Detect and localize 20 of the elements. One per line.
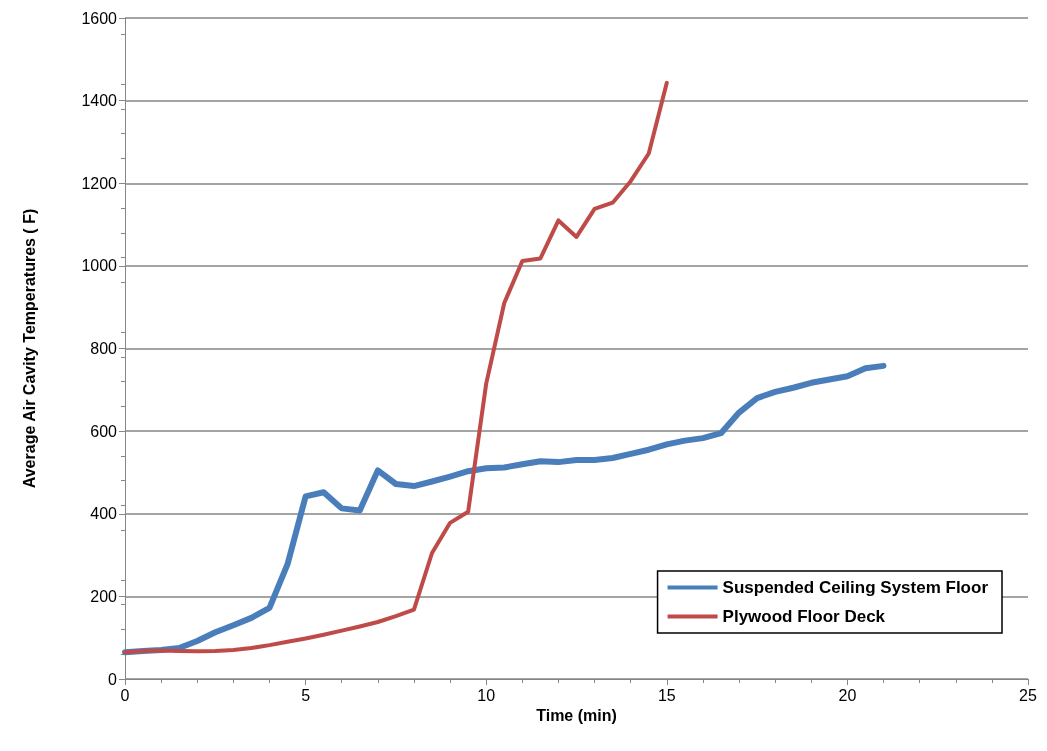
- y-tick-label: 1200: [81, 174, 118, 192]
- y-tick-label: 400: [90, 505, 118, 523]
- y-tick-label: 1600: [81, 9, 118, 27]
- y-tick-label: 1000: [81, 257, 118, 275]
- x-tick-label: 20: [838, 686, 857, 704]
- y-tick-label: 800: [90, 340, 118, 357]
- x-tick-label: 0: [120, 686, 130, 704]
- x-axis-title: Time (min): [536, 707, 617, 725]
- line-series: [123, 80, 669, 655]
- x-tick-label: 15: [657, 686, 676, 704]
- legend-label: Plywood Floor Deck: [722, 607, 886, 626]
- y-axis-title: Average Air Cavity Temperatures ( F): [20, 208, 38, 489]
- y-tick-label: 600: [90, 422, 118, 440]
- y-tick-label: 0: [108, 670, 118, 688]
- y-tick-label: 200: [90, 587, 118, 605]
- x-tick-label: 10: [477, 686, 496, 704]
- x-tick-label: 5: [301, 686, 311, 704]
- x-tick-label: 25: [1019, 686, 1037, 704]
- y-tick-label: 1400: [81, 92, 118, 110]
- legend-label: Suspended Ceiling System Floor: [722, 578, 989, 597]
